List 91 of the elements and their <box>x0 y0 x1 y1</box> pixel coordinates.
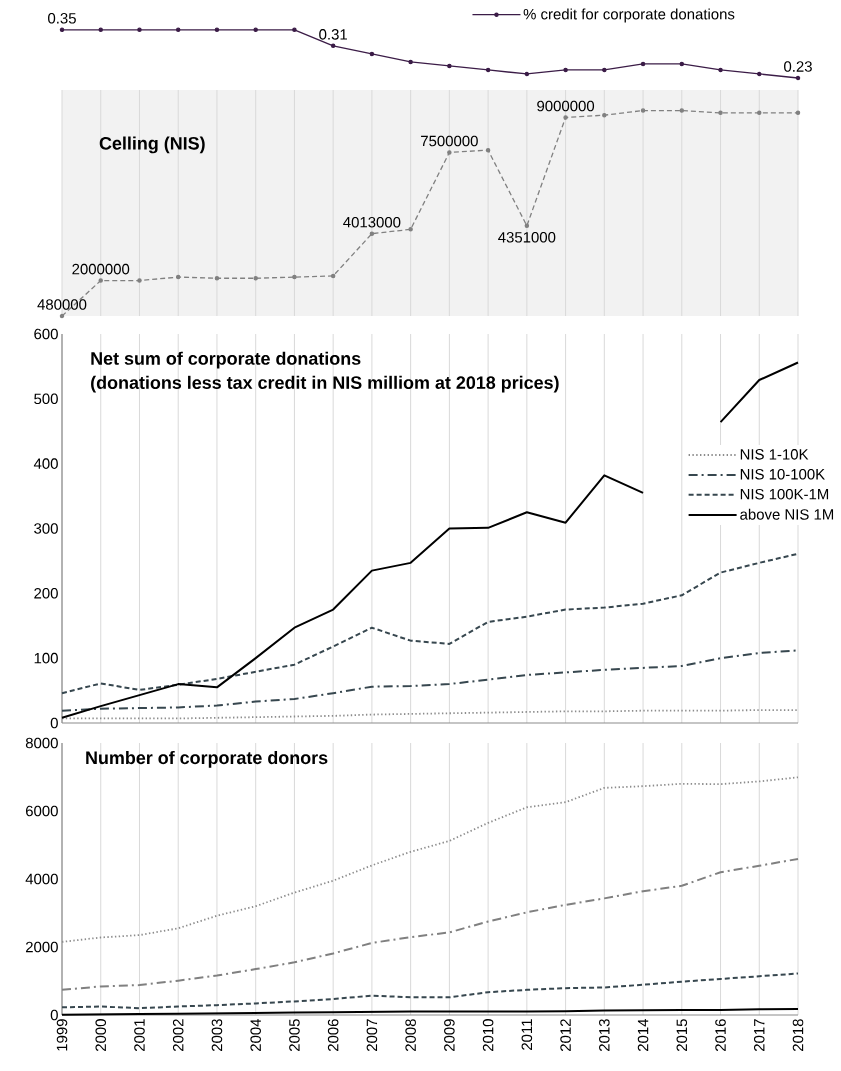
point <box>408 227 413 232</box>
legend-label: NIS 10-100K <box>740 468 825 480</box>
data-label: 480000 <box>37 299 87 310</box>
y-tick-label: 2000 <box>25 941 58 953</box>
point <box>137 27 142 33</box>
y-tick-label: 6000 <box>26 805 58 817</box>
x-tick-label: 2007 <box>366 1019 378 1052</box>
text: Net sum of corporate donations <box>91 351 361 369</box>
point <box>757 110 762 116</box>
point <box>795 110 801 116</box>
x-tick-label: 2014 <box>637 1018 649 1052</box>
data-label: 0.35 <box>48 13 76 24</box>
point <box>175 27 181 33</box>
point <box>640 108 646 113</box>
text: Celling (NIS) <box>99 136 205 154</box>
x-tick-label: 2006 <box>327 1019 339 1052</box>
point <box>757 71 762 77</box>
line-series <box>61 972 800 1010</box>
point <box>563 115 568 120</box>
y-tick-label: 600 <box>34 328 58 340</box>
point <box>602 67 607 73</box>
y-tick-label: 0 <box>50 717 58 729</box>
x-tick-label: 2013 <box>599 1019 610 1052</box>
point <box>330 273 336 279</box>
point <box>59 27 65 33</box>
y-tick-label: 300 <box>34 523 58 534</box>
point <box>369 51 375 57</box>
point <box>292 27 297 33</box>
point <box>524 223 530 229</box>
y-tick-label: 8000 <box>25 737 58 749</box>
point <box>679 61 685 67</box>
point <box>253 27 258 33</box>
point <box>447 150 452 155</box>
point <box>98 27 103 33</box>
x-tick-label: 2009 <box>444 1019 455 1052</box>
point <box>137 278 142 283</box>
point <box>485 147 491 153</box>
x-tick-label: 2002 <box>172 1019 184 1052</box>
chart-title: Number of corporate donors <box>86 750 328 768</box>
point <box>292 274 297 280</box>
legend-label: NIS 100K-1M <box>740 488 829 500</box>
data-label: 4351000 <box>498 232 556 243</box>
x-tick-label: 2011 <box>521 1019 533 1050</box>
x-tick-label: 2008 <box>405 1019 416 1052</box>
data-label: 0.23 <box>784 61 812 72</box>
x-tick-label: 2015 <box>676 1019 688 1052</box>
x-tick-label: 2010 <box>482 1019 494 1052</box>
point <box>795 75 801 81</box>
data-label: 2000000 <box>72 263 130 275</box>
point <box>330 43 336 49</box>
text: (donations less tax credit in NIS milliom at 2018 prices) <box>91 375 559 393</box>
point <box>214 276 220 281</box>
x-tick-label: 2016 <box>715 1019 726 1052</box>
x-tick-label: 2001 <box>134 1019 145 1052</box>
y-tick-label: 4000 <box>25 873 58 885</box>
point <box>640 61 646 67</box>
point <box>485 67 491 73</box>
point <box>718 110 723 116</box>
x-tick-label: 2000 <box>95 1019 107 1052</box>
point <box>214 27 220 33</box>
legend-label: % credit for corporate donations <box>523 8 735 23</box>
point <box>447 63 452 69</box>
data-label: 9000000 <box>537 100 595 112</box>
y-tick-label: 500 <box>34 393 58 405</box>
x-tick-label: 2005 <box>289 1019 300 1052</box>
point <box>563 67 568 73</box>
point <box>175 274 181 280</box>
x-tick-label: 1999 <box>56 1019 68 1051</box>
legend-label: above NIS 1M <box>740 508 834 520</box>
x-tick-label: 2004 <box>250 1018 261 1052</box>
x-tick-label: 2017 <box>753 1019 765 1052</box>
y-tick-label: 400 <box>33 458 58 469</box>
data-label: 0.31 <box>319 29 347 40</box>
point <box>253 276 258 281</box>
y-tick-label: 0 <box>50 1009 58 1021</box>
point <box>524 71 530 77</box>
point <box>679 108 685 113</box>
x-tick-label: 2018 <box>792 1019 804 1052</box>
data-label: 4013000 <box>343 216 401 228</box>
y-tick-label: 200 <box>34 588 58 599</box>
point <box>602 112 607 118</box>
point <box>408 59 413 65</box>
point <box>369 231 375 236</box>
x-tick-label: 2012 <box>560 1019 571 1052</box>
point <box>718 67 723 73</box>
data-label: 7500000 <box>421 135 478 147</box>
point <box>98 278 103 283</box>
point <box>59 313 65 319</box>
y-tick-label: 100 <box>34 652 58 664</box>
legend-label: NIS 1-10K <box>740 449 809 460</box>
x-tick-label: 2003 <box>211 1019 223 1052</box>
